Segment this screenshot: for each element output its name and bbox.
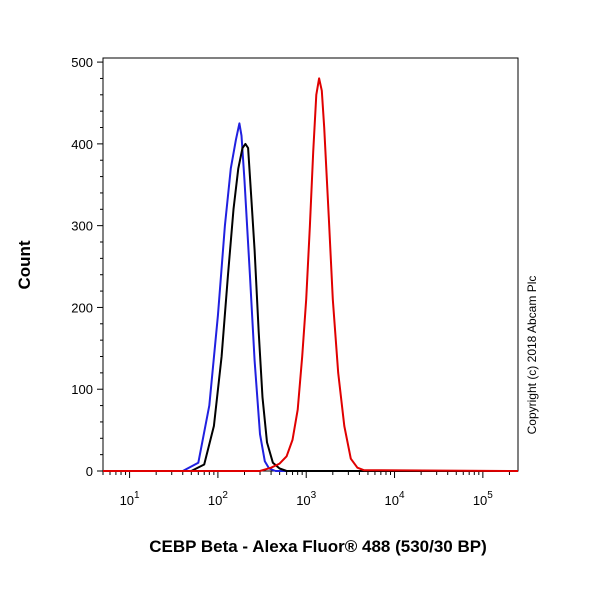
y-tick-label: 400 [71, 137, 93, 152]
plot-frame [102, 57, 519, 472]
x-axis: 101 102 103 104 105 [102, 471, 510, 508]
x-tick-label: 102 [208, 490, 228, 508]
y-axis: 0 100 200 300 400 500 [71, 55, 103, 479]
series-line-2 [103, 142, 518, 472]
series-layer [103, 77, 519, 472]
y-tick-label: 100 [71, 382, 93, 397]
x-tick-label: 105 [473, 490, 493, 508]
x-axis-title: CEBP Beta - Alexa Fluor® 488 (530/30 BP) [149, 537, 487, 556]
y-tick-label: 200 [71, 300, 93, 315]
copyright-notice: Copyright (c) 2018 Abcam Plc [525, 276, 539, 435]
x-tick-label: 101 [120, 490, 140, 508]
x-tick-label: 104 [385, 490, 405, 508]
series-line-1 [103, 122, 518, 472]
y-tick-label: 500 [71, 55, 93, 70]
y-tick-label: 300 [71, 219, 93, 234]
x-tick-label: 103 [296, 490, 316, 508]
series-line-3 [103, 77, 519, 472]
y-tick-label: 0 [86, 464, 93, 479]
y-axis-title: Count [15, 240, 34, 289]
